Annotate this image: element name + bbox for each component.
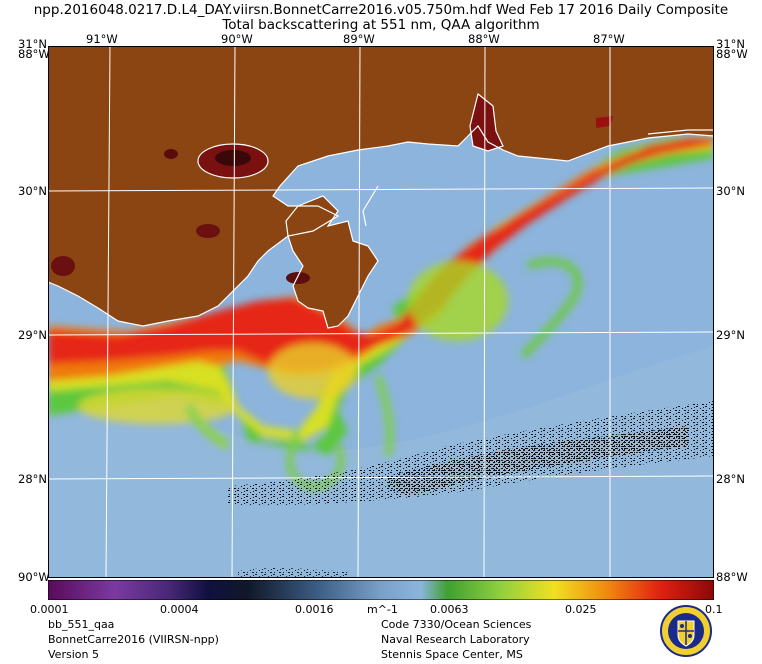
colorbar-tick-3: 0.0063 xyxy=(430,603,469,616)
corner-lat-top-right: 31°N xyxy=(716,37,745,51)
graticule xyxy=(48,46,714,578)
colorbar-unit: m^-1 xyxy=(367,603,398,616)
footer-version: Version 5 xyxy=(48,648,99,661)
lat-label-28n-left: 28°N xyxy=(18,472,47,486)
cloud-nodata-speckle xyxy=(228,401,714,578)
sediment-plume xyxy=(48,136,714,491)
lon-label-88w: 88°W xyxy=(468,32,500,46)
corner-lon-bottom-left: 90°W xyxy=(18,570,50,584)
footer-lab: Naval Research Laboratory xyxy=(381,633,530,646)
lat-label-28n-right: 28°N xyxy=(716,472,745,486)
colorbar-tick-0: 0.0001 xyxy=(30,603,69,616)
footer-dataset: BonnetCarre2016 (VIIRSN-npp) xyxy=(48,633,219,646)
footer-product: bb_551_qaa xyxy=(48,618,115,631)
lat-label-30n-left: 30°N xyxy=(18,184,47,198)
image-subtitle: Total backscattering at 551 nm, QAA algo… xyxy=(222,17,540,33)
ocean-texture xyxy=(48,346,714,578)
lat-label-29n-left: 29°N xyxy=(18,328,47,342)
image-title: npp.2016048.0217.D.L4_DAY.viirsn.BonnetC… xyxy=(33,2,729,18)
mississippi-delta xyxy=(286,196,378,328)
colorbar-tick-5: 0.1 xyxy=(705,603,723,616)
lon-label-91w: 91°W xyxy=(86,32,118,46)
mobile-bay xyxy=(470,94,503,151)
lon-label-89w: 89°W xyxy=(343,32,375,46)
corner-lat-top-left: 31°N xyxy=(18,37,47,51)
colorbar-tick-2: 0.0016 xyxy=(295,603,334,616)
nrl-seal-logo xyxy=(660,605,712,657)
footer-location: Stennis Space Center, MS xyxy=(381,648,523,661)
corner-lon-bottom-right: 88°W xyxy=(716,570,748,584)
colorbar-tick-4: 0.025 xyxy=(565,603,597,616)
backscatter-map xyxy=(48,46,714,578)
lon-label-87w: 87°W xyxy=(593,32,625,46)
colorbar-tick-1: 0.0004 xyxy=(160,603,199,616)
lon-label-90w: 90°W xyxy=(221,32,253,46)
footer-code: Code 7330/Ocean Sciences xyxy=(381,618,532,631)
corner-lon-top-right: 88°W xyxy=(716,47,748,61)
colorbar xyxy=(48,580,714,600)
coastline xyxy=(48,92,714,329)
gulf-coast-land xyxy=(48,46,714,326)
lat-label-30n-right: 30°N xyxy=(716,184,745,198)
lat-label-29n-right: 29°N xyxy=(716,328,745,342)
corner-lon-top-left: 88°W xyxy=(18,47,50,61)
land-mass xyxy=(48,46,714,328)
